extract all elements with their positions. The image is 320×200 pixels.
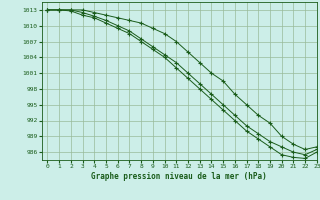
X-axis label: Graphe pression niveau de la mer (hPa): Graphe pression niveau de la mer (hPa) bbox=[91, 172, 267, 181]
